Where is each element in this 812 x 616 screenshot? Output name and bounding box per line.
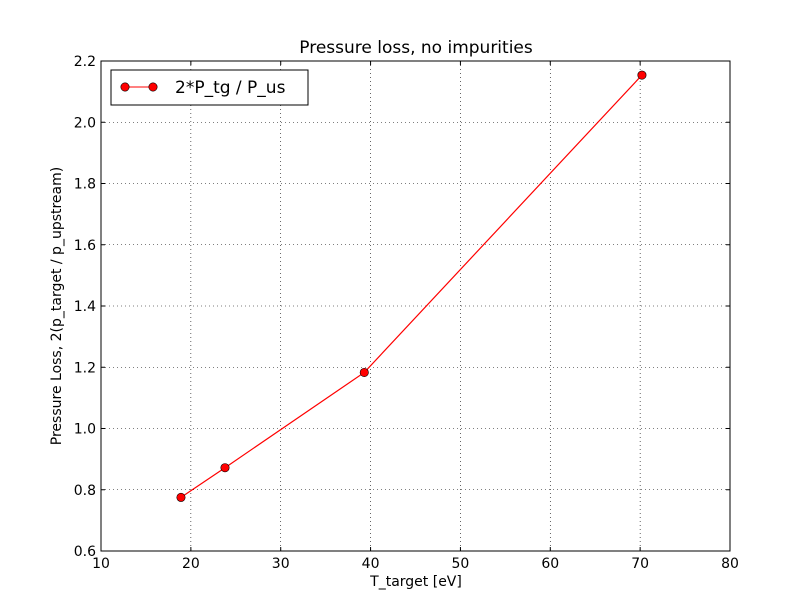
data-point (359, 367, 369, 377)
series-layer (176, 70, 647, 502)
y-tick-label: 2.0 (74, 115, 96, 131)
x-axis-label: T_target [eV] (369, 574, 462, 590)
y-tick-label: 1.4 (74, 299, 96, 315)
plot-frame (100, 60, 731, 552)
x-tick-label: 20 (182, 556, 200, 572)
data-point (220, 463, 230, 473)
x-tick-label: 60 (541, 556, 559, 572)
legend-series-label: 2*P_tg / P_us (175, 78, 286, 98)
legend-series-marker (148, 82, 158, 92)
series-line (180, 74, 643, 498)
grid-layer (100, 60, 731, 552)
y-tick-label: 2.2 (74, 54, 96, 70)
legend: 2*P_tg / P_us (110, 69, 309, 106)
x-tick-label: 30 (272, 556, 290, 572)
legend-series-marker (120, 82, 130, 92)
y-tick-label: 1.8 (74, 177, 96, 193)
y-tick-label: 1.0 (74, 422, 96, 438)
x-tick-label: 40 (362, 556, 380, 572)
y-tick-label: 0.6 (74, 544, 96, 560)
y-tick-label: 1.6 (74, 238, 96, 254)
data-point (176, 492, 186, 502)
x-tick-label: 70 (631, 556, 649, 572)
x-tick-label: 50 (452, 556, 470, 572)
y-tick-label: 0.8 (74, 483, 96, 499)
ticks-layer: 10 20 30 40 50 60 70 80 0.6 0.8 1.0 1.2 1.4 1.6 1.8 2.0… (74, 54, 739, 572)
x-tick-label: 80 (721, 556, 739, 572)
data-point (637, 70, 647, 80)
y-tick-label: 1.2 (74, 360, 96, 376)
y-axis-label: Pressure Loss, 2(p_target / p_upstream) (49, 167, 65, 445)
x-tick-label: 10 (92, 556, 110, 572)
chart-title: Pressure loss, no impurities (299, 38, 533, 58)
